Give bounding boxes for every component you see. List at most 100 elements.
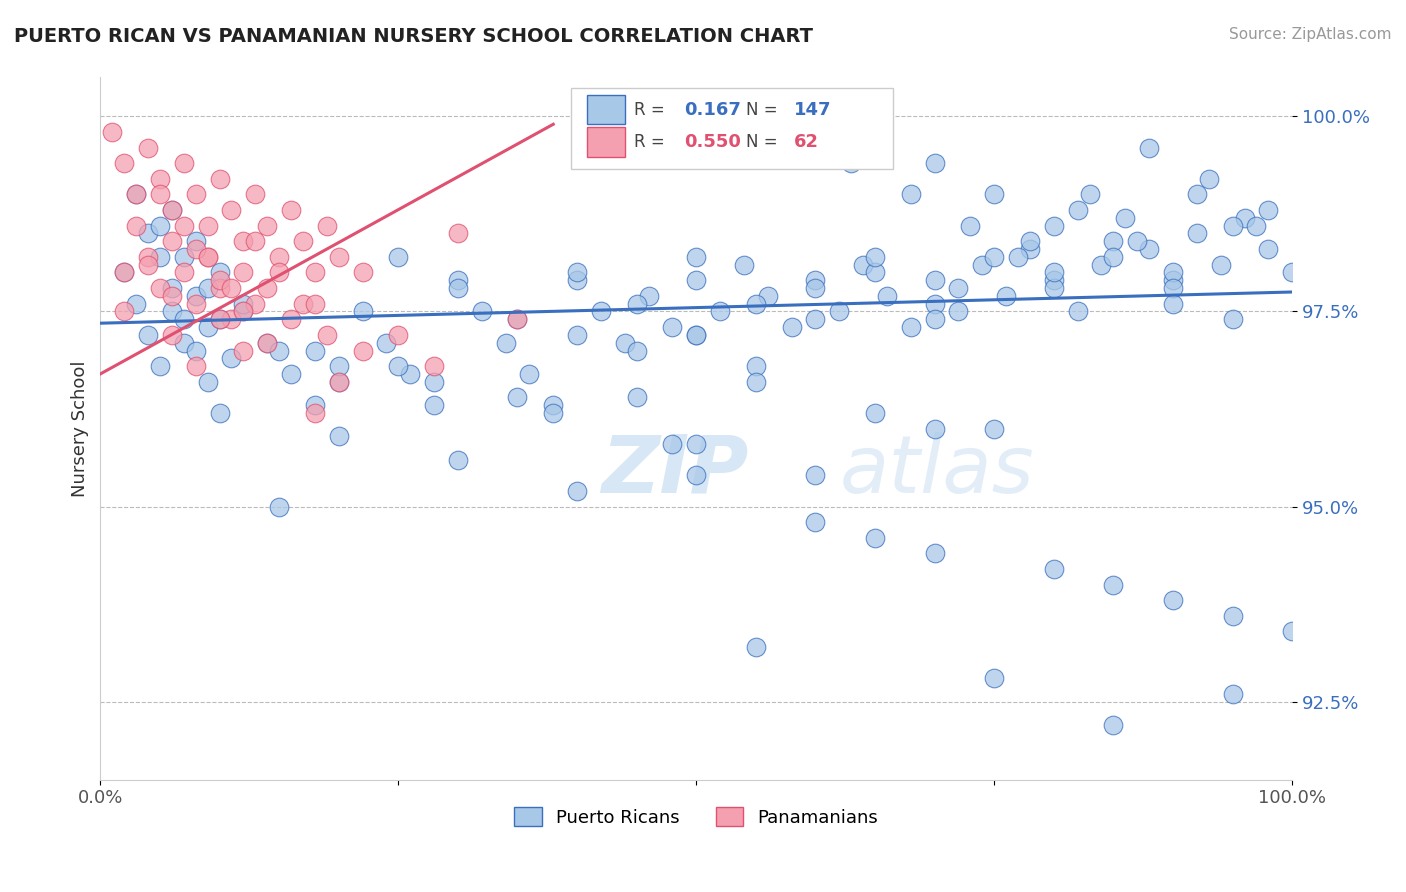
- Point: [506, 312, 529, 326]
- Point: [352, 304, 374, 318]
- Point: [863, 531, 886, 545]
- Point: [256, 281, 278, 295]
- Point: [304, 265, 326, 279]
- Text: ZIP: ZIP: [600, 432, 748, 509]
- Point: [269, 343, 291, 358]
- Point: [173, 335, 195, 350]
- Point: [352, 343, 374, 358]
- Point: [184, 343, 207, 358]
- Text: Source: ZipAtlas.com: Source: ZipAtlas.com: [1229, 27, 1392, 42]
- Point: [232, 265, 254, 279]
- Point: [160, 281, 183, 295]
- Point: [541, 406, 564, 420]
- Point: [136, 250, 159, 264]
- Point: [685, 468, 707, 483]
- Point: [900, 187, 922, 202]
- Point: [506, 390, 529, 404]
- Point: [173, 265, 195, 279]
- Point: [232, 304, 254, 318]
- Point: [423, 398, 446, 412]
- Point: [924, 156, 946, 170]
- Point: [184, 359, 207, 373]
- Point: [565, 265, 588, 279]
- Point: [626, 390, 648, 404]
- Point: [291, 296, 314, 310]
- Point: [804, 468, 827, 483]
- Point: [149, 219, 172, 233]
- Point: [804, 125, 827, 139]
- Point: [1198, 172, 1220, 186]
- Point: [1043, 273, 1066, 287]
- Point: [136, 258, 159, 272]
- Point: [1066, 304, 1088, 318]
- Point: [1161, 281, 1184, 295]
- Point: [387, 327, 409, 342]
- Point: [125, 187, 148, 202]
- Point: [269, 500, 291, 514]
- Point: [149, 250, 172, 264]
- Point: [804, 281, 827, 295]
- Point: [197, 320, 219, 334]
- Point: [948, 304, 970, 318]
- Point: [256, 335, 278, 350]
- Point: [1209, 258, 1232, 272]
- Point: [1102, 250, 1125, 264]
- Point: [972, 258, 994, 272]
- Point: [208, 172, 231, 186]
- Point: [125, 296, 148, 310]
- Point: [804, 312, 827, 326]
- Point: [983, 187, 1005, 202]
- Point: [685, 250, 707, 264]
- Point: [1161, 265, 1184, 279]
- Point: [280, 203, 302, 218]
- Point: [1137, 242, 1160, 256]
- Point: [685, 273, 707, 287]
- Point: [1102, 718, 1125, 732]
- Point: [983, 671, 1005, 685]
- Point: [828, 304, 851, 318]
- Point: [328, 359, 350, 373]
- Point: [626, 296, 648, 310]
- Point: [197, 375, 219, 389]
- Point: [709, 304, 731, 318]
- Point: [221, 312, 243, 326]
- Point: [208, 312, 231, 326]
- Point: [232, 343, 254, 358]
- Point: [112, 265, 135, 279]
- Point: [1019, 234, 1042, 248]
- Point: [565, 327, 588, 342]
- Point: [1185, 187, 1208, 202]
- Point: [685, 327, 707, 342]
- Point: [995, 289, 1018, 303]
- Point: [1114, 211, 1136, 225]
- Point: [519, 367, 541, 381]
- Point: [184, 234, 207, 248]
- Point: [1161, 593, 1184, 607]
- Point: [733, 258, 755, 272]
- Point: [685, 437, 707, 451]
- Point: [447, 281, 470, 295]
- Point: [208, 281, 231, 295]
- Point: [160, 234, 183, 248]
- Point: [804, 515, 827, 529]
- Point: [232, 234, 254, 248]
- Point: [173, 219, 195, 233]
- Point: [745, 296, 768, 310]
- Y-axis label: Nursery School: Nursery School: [72, 360, 89, 497]
- Point: [221, 203, 243, 218]
- Point: [626, 343, 648, 358]
- Text: 147: 147: [794, 101, 831, 119]
- Point: [1246, 219, 1268, 233]
- Point: [924, 421, 946, 435]
- Point: [304, 398, 326, 412]
- Point: [269, 265, 291, 279]
- Point: [125, 219, 148, 233]
- Text: R =: R =: [634, 101, 671, 119]
- Point: [184, 289, 207, 303]
- Point: [136, 327, 159, 342]
- Point: [136, 141, 159, 155]
- Point: [495, 335, 517, 350]
- Point: [232, 296, 254, 310]
- Point: [173, 250, 195, 264]
- Point: [149, 187, 172, 202]
